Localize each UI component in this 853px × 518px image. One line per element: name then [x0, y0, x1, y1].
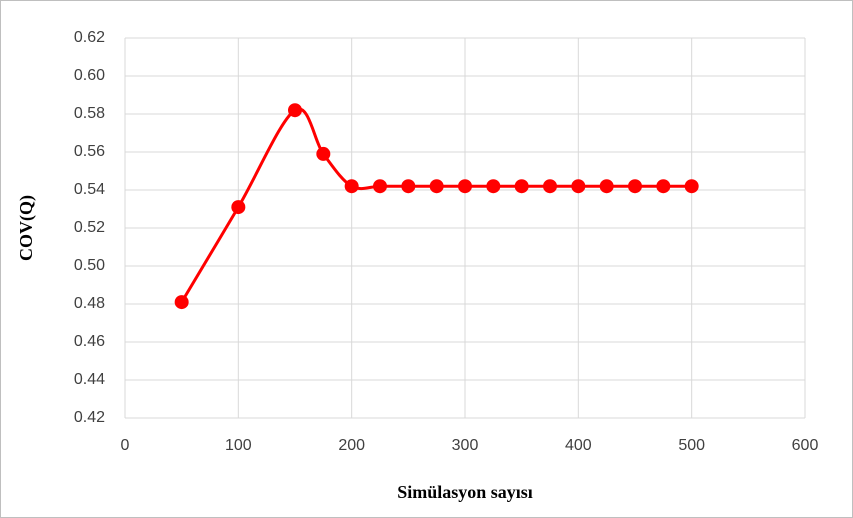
y-tick-label: 0.46	[74, 333, 105, 350]
y-tick-label: 0.42	[74, 409, 105, 426]
x-tick-label: 400	[565, 437, 592, 454]
x-tick-label: 100	[225, 437, 252, 454]
data-point	[599, 179, 614, 194]
data-point	[401, 179, 416, 194]
data-point	[231, 200, 246, 215]
y-tick-label: 0.56	[74, 143, 105, 160]
data-point	[628, 179, 642, 194]
data-point	[174, 295, 189, 310]
data-point	[316, 146, 331, 161]
data-point	[514, 179, 529, 194]
y-tick-label: 0.44	[74, 371, 105, 388]
y-tick-label: 0.60	[74, 67, 105, 84]
x-tick-label: 600	[792, 437, 819, 454]
data-point	[656, 179, 671, 194]
y-tick-label: 0.54	[74, 181, 105, 198]
y-tick-label: 0.62	[74, 29, 105, 46]
data-point	[543, 179, 557, 194]
x-tick-label: 0	[121, 437, 130, 454]
data-point	[429, 179, 444, 194]
y-axis-title: COV(Q)	[16, 195, 37, 261]
y-tick-label: 0.58	[74, 105, 105, 122]
data-point	[344, 179, 359, 194]
data-point	[288, 103, 302, 118]
data-point	[571, 179, 586, 194]
x-tick-label: 200	[338, 437, 365, 454]
y-tick-label: 0.50	[74, 257, 105, 274]
y-tick-label: 0.52	[74, 219, 105, 236]
y-tick-label: 0.48	[74, 295, 105, 312]
data-point	[684, 179, 699, 194]
data-point	[373, 179, 387, 194]
x-axis-title: Simülasyon sayısı	[397, 482, 533, 502]
data-point	[486, 179, 501, 194]
x-tick-label: 500	[678, 437, 705, 454]
x-tick-label: 300	[452, 437, 479, 454]
data-point	[458, 179, 472, 194]
